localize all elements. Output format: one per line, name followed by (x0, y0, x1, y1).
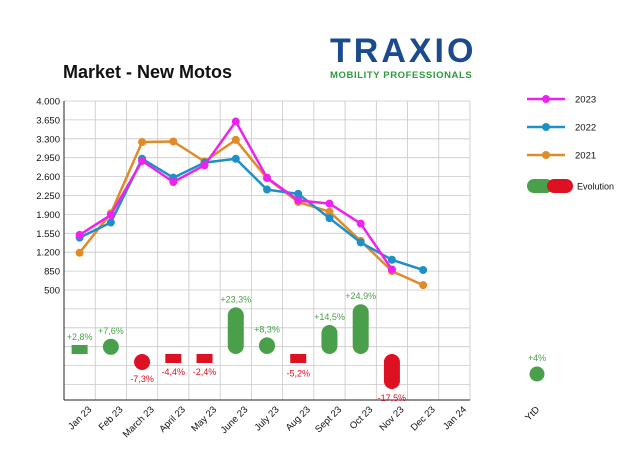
series-lines (75, 117, 428, 290)
legend-swatch-marker (542, 123, 550, 131)
data-point-2021 (325, 207, 334, 216)
evolution-marker (196, 354, 213, 363)
data-point-2023 (231, 117, 240, 126)
y-tick-label: 4.000 (36, 97, 60, 108)
evolution-label: +23,3% (220, 294, 251, 304)
ytd-marker (529, 366, 545, 382)
x-tick-label: Jan 23 (66, 404, 94, 432)
data-point-2021 (169, 137, 178, 146)
x-tick-label: Nov 23 (377, 404, 406, 433)
y-tick-label: 3.300 (36, 134, 60, 145)
evolution-marker (71, 345, 88, 354)
ytd-category-label: YtD (523, 404, 542, 423)
evolution-marker (165, 354, 182, 363)
logo-tagline: MOBILITY PROFESSIONALS (330, 70, 473, 81)
data-point-2022 (325, 214, 334, 223)
x-tick-label: Aug 23 (284, 404, 313, 433)
legend: 2023 2022 2021 Evolution (527, 95, 614, 193)
evolution-marker (227, 307, 244, 354)
data-point-2023 (325, 199, 334, 208)
x-tick-label: Jan 24 (441, 404, 469, 432)
x-tick-label: Sept 23 (313, 404, 344, 435)
evolution-marker (321, 325, 338, 354)
evolution-label: -7,3% (130, 374, 154, 384)
evolution-label: -5,2% (286, 368, 310, 378)
legend-label: 2021 (575, 151, 596, 162)
y-tick-label: 1.200 (36, 248, 60, 259)
evolution-label: -4,4% (162, 367, 186, 377)
y-tick-label: 2.950 (36, 153, 60, 164)
y-axis-ticks: 4.000 3.650 3.300 2.950 2.600 2.250 1.900 1.550… (36, 97, 60, 297)
logo-wordmark: TRAXIO (330, 32, 477, 70)
chart-title: Market - New Motos (63, 62, 233, 82)
grid-lines (63, 100, 471, 401)
x-tick-label: Dec 23 (409, 404, 438, 433)
evolution-label: +24,9% (345, 291, 376, 301)
x-tick-label: Oct 23 (348, 404, 376, 432)
data-point-2023 (138, 156, 147, 165)
y-tick-label: 2.250 (36, 191, 60, 202)
data-point-2023 (387, 265, 396, 274)
evolution-marker (134, 354, 151, 370)
data-point-2022 (419, 266, 428, 275)
legend-evolution-negative (547, 179, 573, 193)
y-tick-label: 2.600 (36, 172, 60, 183)
data-point-2022 (263, 185, 271, 194)
x-tick-label: June 23 (219, 404, 251, 436)
evolution-marker (102, 338, 119, 355)
data-point-2023 (75, 230, 84, 239)
data-point-2023 (294, 196, 303, 205)
y-tick-label: 850 (44, 267, 60, 278)
evolution-label: +2,8% (67, 332, 93, 342)
x-tick-label: May 23 (189, 404, 219, 434)
data-point-2022 (231, 154, 240, 163)
ytd-label: +4% (528, 353, 546, 363)
data-point-2023 (106, 210, 115, 219)
evolution-marker (259, 337, 275, 354)
evolution-label: -17,5% (378, 393, 407, 403)
data-point-2021 (138, 138, 147, 147)
y-tick-label: 1.550 (36, 229, 60, 240)
data-point-2022 (387, 255, 396, 264)
x-tick-label: March 23 (121, 404, 157, 440)
evolution-marker (352, 304, 369, 354)
data-point-2023 (200, 161, 209, 170)
x-tick-label: April 23 (157, 404, 188, 435)
evolution-label: +14,5% (314, 312, 345, 322)
evolution-marker (290, 354, 307, 363)
data-point-2022 (294, 189, 303, 198)
data-point-2022 (356, 238, 365, 247)
data-point-2021 (75, 248, 84, 257)
legend-evolution-positive (527, 179, 553, 193)
evolution-markers: +2,8% +7,6% -7,3% -4,4% -2,4% +23,3% +8,3% -5,2… (67, 291, 406, 403)
evolution-label: +8,3% (254, 324, 280, 334)
evolution-marker (383, 354, 400, 389)
data-point-2021 (231, 135, 240, 144)
data-point-2022 (106, 218, 115, 227)
legend-swatch-marker (542, 151, 550, 159)
evolution-label: -2,4% (193, 367, 217, 377)
legend-label: 2022 (575, 123, 596, 134)
legend-label: Evolution (577, 182, 614, 192)
x-tick-label: July 23 (253, 404, 282, 433)
data-point-2023 (356, 219, 365, 228)
legend-label: 2023 (575, 95, 596, 106)
traxio-logo: TRAXIO MOBILITY PROFESSIONALS (330, 34, 480, 81)
x-tick-label: Feb 23 (97, 404, 126, 433)
ytd-group: +4% YtD (523, 353, 546, 423)
evolution-label: +7,6% (98, 326, 124, 336)
y-tick-label: 3.650 (36, 115, 60, 126)
legend-swatch-marker (542, 95, 550, 103)
data-point-2021 (419, 281, 428, 290)
y-tick-label: 500 (44, 286, 60, 297)
data-point-2023 (169, 178, 178, 186)
data-point-2023 (263, 173, 271, 182)
y-tick-label: 1.900 (36, 210, 60, 221)
